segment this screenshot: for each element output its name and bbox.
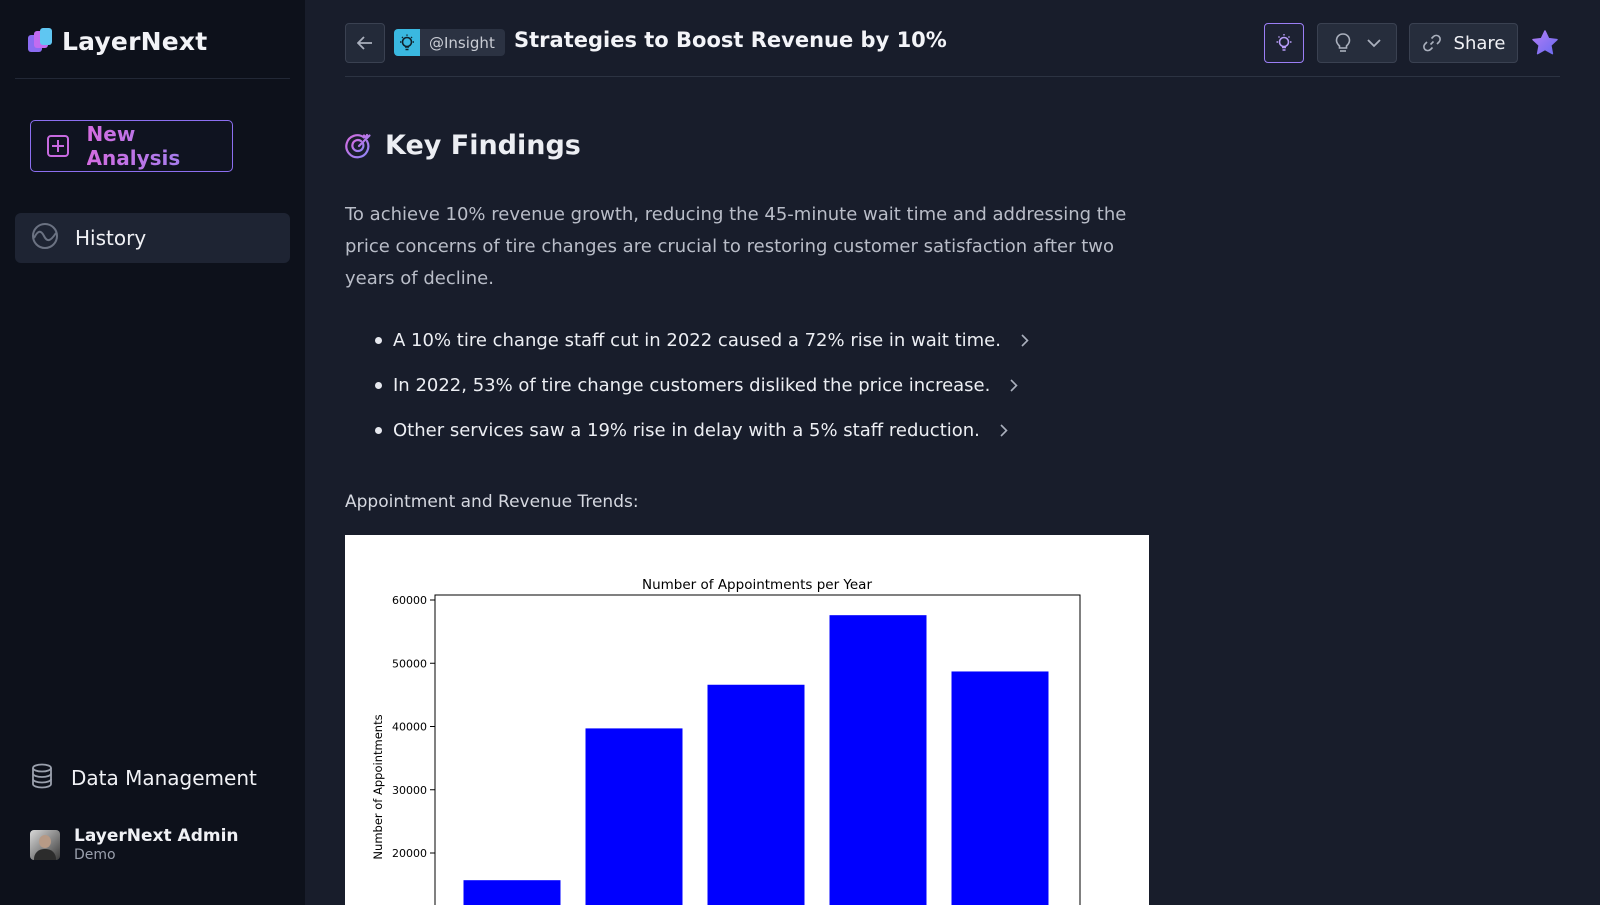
user-profile[interactable]: LayerNext Admin Demo <box>30 826 239 864</box>
finding-text: Other services saw a 19% rise in delay w… <box>393 420 980 441</box>
chart-plot-frame <box>434 594 1081 905</box>
chevron-right-icon <box>1000 424 1008 437</box>
appointments-chart: Number of Appointments per Year Number o… <box>345 535 1149 905</box>
finding-text: A 10% tire change staff cut in 2022 caus… <box>393 330 1001 351</box>
sidebar-item-label: Data Management <box>71 766 257 790</box>
chart-y-axis-label: Number of Appointments <box>371 714 385 859</box>
findings-list: A 10% tire change staff cut in 2022 caus… <box>375 318 1029 453</box>
finding-text: In 2022, 53% of tire change customers di… <box>393 375 991 396</box>
avatar <box>30 830 60 860</box>
star-icon <box>1532 30 1558 55</box>
database-icon <box>31 763 53 793</box>
finding-item[interactable]: A 10% tire change staff cut in 2022 caus… <box>375 318 1029 363</box>
chart-y-tick-label: 30000 <box>392 784 427 797</box>
chart-y-ticks: 20000 30000 40000 50000 60000 <box>392 594 435 860</box>
sidebar-divider <box>15 78 290 79</box>
back-button[interactable] <box>345 23 385 63</box>
chevron-right-icon <box>1010 379 1018 392</box>
finding-item[interactable]: In 2022, 53% of tire change customers di… <box>375 363 1029 408</box>
finding-item[interactable]: Other services saw a 19% rise in delay w… <box>375 408 1029 453</box>
sidebar-item-label: History <box>75 226 147 250</box>
insight-mode-button[interactable] <box>1264 23 1304 63</box>
insight-dropdown[interactable] <box>1317 23 1397 63</box>
chart-bars <box>463 615 1049 905</box>
user-role: Demo <box>74 847 116 863</box>
logo[interactable]: LayerNext <box>28 24 207 58</box>
layernext-logo-icon <box>28 28 54 54</box>
chart-y-tick-label: 40000 <box>392 721 427 734</box>
chart-title: Number of Appointments per Year <box>642 577 872 593</box>
new-analysis-button[interactable]: New Analysis <box>30 120 233 172</box>
chart-y-tick-label: 60000 <box>392 594 427 607</box>
insight-tag: @Insight <box>394 29 505 56</box>
page-title: Strategies to Boost Revenue by 10% <box>514 28 947 52</box>
chart-y-tick-label: 20000 <box>392 847 427 860</box>
new-analysis-label: New Analysis <box>87 122 232 170</box>
sidebar-item-data-management[interactable]: Data Management <box>15 753 290 803</box>
arrow-left-icon <box>357 36 372 50</box>
lightbulb-sun-icon <box>1276 34 1292 51</box>
chevron-down-icon <box>1366 38 1381 47</box>
header-divider <box>345 76 1560 77</box>
lightbulb-icon <box>1335 33 1350 52</box>
chevron-right-icon <box>1021 334 1029 347</box>
bullet <box>375 427 382 434</box>
chart-bar <box>707 684 805 905</box>
summary-text: To achieve 10% revenue growth, reducing … <box>345 204 1127 289</box>
bullet <box>375 382 382 389</box>
history-icon <box>31 222 59 254</box>
share-label: Share <box>1453 32 1506 54</box>
link-icon <box>1422 34 1441 52</box>
chart-bar <box>829 615 927 905</box>
chart-bar <box>951 671 1049 905</box>
app-name: LayerNext <box>62 26 208 56</box>
sidebar-item-history[interactable]: History <box>15 213 290 263</box>
appointments-bar-chart: Number of Appointments per Year Number o… <box>371 577 1081 905</box>
key-findings-heading: Key Findings <box>345 130 581 161</box>
sidebar: LayerNext New Analysis History Data Mana… <box>0 0 305 905</box>
insight-tag-label: @Insight <box>429 33 495 52</box>
trends-label: Appointment and Revenue Trends: <box>345 492 639 512</box>
chart-bar <box>463 880 561 905</box>
bullet <box>375 337 382 344</box>
section-title: Key Findings <box>385 130 581 161</box>
chart-y-tick-label: 50000 <box>392 657 427 670</box>
lightbulb-icon <box>394 29 420 56</box>
chart-bar <box>585 728 683 905</box>
favorite-button[interactable] <box>1531 29 1559 57</box>
target-icon <box>345 133 371 158</box>
plus-square-icon <box>47 135 69 157</box>
user-name: LayerNext Admin <box>74 826 239 846</box>
share-button[interactable]: Share <box>1409 23 1518 63</box>
